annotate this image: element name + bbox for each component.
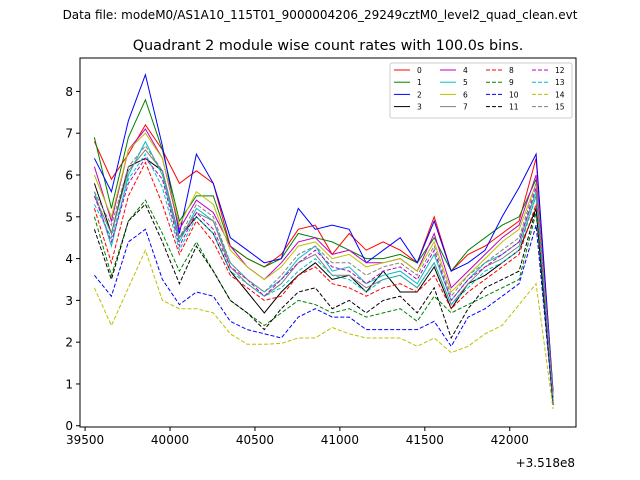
series-line-15: [93, 144, 554, 397]
x-tick-label: 39500: [66, 433, 104, 447]
legend-label-14: 14: [555, 90, 565, 99]
legend-label-0: 0: [417, 66, 422, 75]
series-line-1: [93, 98, 554, 397]
x-tick-label: 41500: [406, 433, 444, 447]
legend-label-1: 1: [417, 78, 422, 87]
series-line-9: [93, 199, 554, 405]
series-line-4: [93, 128, 554, 397]
legend-box: [389, 62, 573, 119]
series-line-2: [93, 72, 554, 393]
y-tick-label: 7: [65, 127, 73, 141]
series-line-10: [94, 225, 554, 405]
legend-label-9: 9: [509, 78, 514, 87]
y-tick-label: 0: [65, 419, 73, 433]
legend-label-15: 15: [555, 103, 565, 112]
series-line-11: [93, 203, 554, 405]
series-line-8: [93, 161, 554, 401]
chart-suptitle: Data file: modeM0/AS1A10_115T01_90000042…: [63, 8, 578, 22]
x-tick-label: 41000: [321, 433, 359, 447]
legend-label-4: 4: [463, 66, 468, 75]
series-line-12: [93, 157, 554, 401]
plot-area: [93, 72, 554, 410]
series-line-13: [93, 153, 554, 401]
legend-label-8: 8: [509, 66, 514, 75]
series-line-7: [93, 149, 554, 401]
legend-label-12: 12: [555, 66, 565, 75]
y-tick-label: 8: [65, 85, 73, 99]
legend-label-5: 5: [463, 78, 468, 87]
legend-label-6: 6: [463, 90, 468, 99]
x-offset-label: +3.518e8: [516, 456, 575, 470]
legend-label-7: 7: [463, 103, 468, 112]
legend-label-2: 2: [417, 90, 422, 99]
x-tick-label: 42000: [491, 433, 529, 447]
legend-label-11: 11: [509, 103, 519, 112]
y-tick-label: 6: [65, 169, 73, 183]
series-line-6: [93, 132, 554, 397]
y-tick-label: 1: [65, 377, 73, 391]
legend-label-3: 3: [417, 103, 422, 112]
y-tick-label: 2: [65, 336, 73, 350]
x-tick-label: 40000: [151, 433, 189, 447]
series-line-14: [93, 248, 554, 410]
chart-title: Quadrant 2 module wise count rates with …: [133, 38, 524, 54]
y-tick-label: 3: [65, 294, 73, 308]
legend-label-13: 13: [555, 78, 565, 87]
y-tick-label: 5: [65, 210, 73, 224]
y-tick-label: 4: [65, 252, 73, 266]
x-tick-label: 40500: [236, 433, 274, 447]
legend-label-10: 10: [509, 90, 519, 99]
axes-frame: [79, 57, 577, 428]
